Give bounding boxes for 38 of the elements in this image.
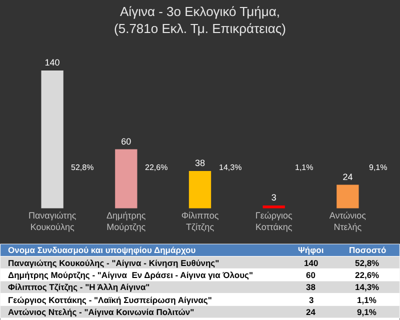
annotation: 1,1% [295, 163, 314, 172]
text: Γεώργιος Κοττάκης - "Λαϊκή Συσπείρωση Αίγινας" [8, 295, 212, 305]
text: Φίλιππος Τζίτζης - "Η Άλλη Αίγινα" [8, 282, 150, 292]
text: 60 [306, 270, 316, 280]
annotation: 52,8% [71, 163, 94, 172]
text: Ψήφοι [298, 245, 324, 255]
text: Ποσοστό [349, 245, 386, 255]
data-label: 3 [271, 192, 276, 202]
text: 9,1% [357, 307, 377, 317]
text: 38 [306, 282, 316, 292]
chart-title: Αίγινα - 3ο Εκλογικό Τμήμα, (5.781ο Εκλ. Τμ. Επικράτειας) [114, 4, 286, 36]
bar [336, 184, 359, 208]
text: 3 [309, 295, 314, 305]
x-tick-label: Παναγιώτης Κουκούλης [28, 210, 77, 232]
annotation: 14,3% [219, 163, 242, 172]
text: Δημήτρης Μούρτζης - "Αίγινα Εν Δράσει - Αίγινα για Όλους" [8, 270, 253, 280]
text: 14,3% [355, 282, 380, 292]
x-tick-label: Φίλιππος Τζίτζης [181, 210, 220, 232]
bar [115, 149, 138, 208]
text: Αντώνιος Ντελής - "Αίγινα Κοινωνία Πολιτών" [8, 307, 194, 317]
text: 1,1% [357, 295, 377, 305]
data-label: 60 [121, 136, 132, 146]
data-label: 140 [44, 57, 60, 68]
text: Παναγιώτης Κουκούλης - "Αίγινα - Κίνηση Ευθύνης" [8, 258, 220, 268]
annotation: 22,6% [145, 163, 168, 172]
x-tick-label: Δημήτρης Μούρτζης [106, 210, 146, 232]
text: 140 [304, 258, 318, 268]
bar [188, 170, 212, 208]
bar [41, 70, 64, 208]
text: 52,8% [355, 258, 380, 268]
x-tick-label: Γεώργιος Κοττάκης [255, 210, 293, 232]
data-label: 24 [342, 172, 353, 182]
text: Ονομα Συνδυασμού και υποψηφίου Δημάρχου [8, 245, 196, 255]
text: 22,6% [355, 270, 380, 280]
annotation: 9,1% [369, 163, 388, 172]
x-tick-label: Αντώνιος Ντελής [329, 210, 367, 232]
text: 24 [306, 307, 316, 317]
data-label: 38 [194, 158, 206, 168]
